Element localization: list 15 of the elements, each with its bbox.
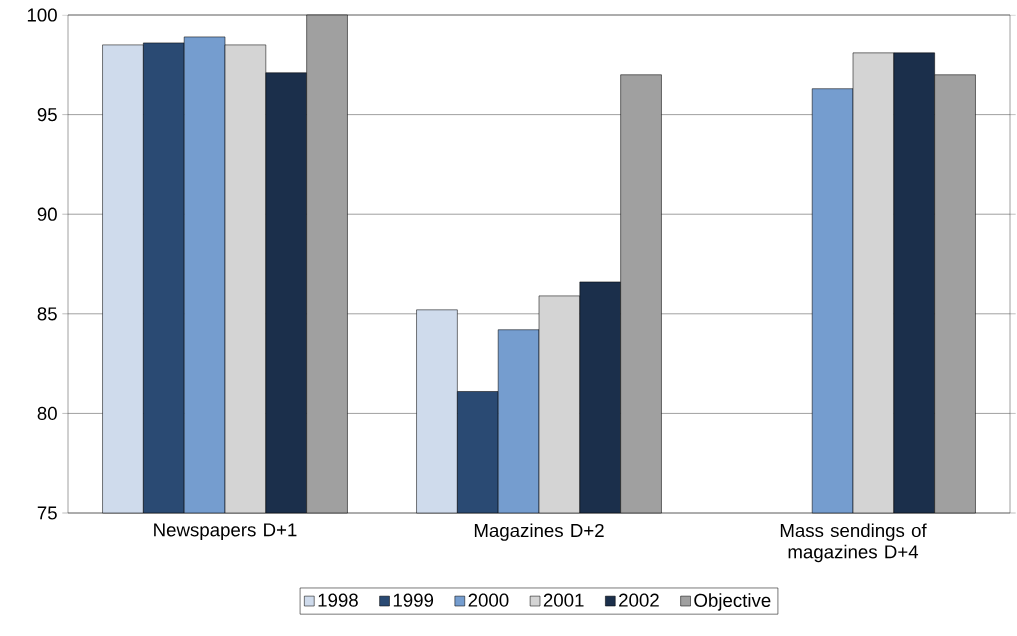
y-tick-label: 85: [37, 307, 57, 321]
y-tick-label: 100: [27, 8, 57, 22]
legend-label: 1999: [393, 593, 434, 607]
y-tick-label: 95: [37, 107, 57, 122]
x-tick-label: Magazines D+2: [474, 523, 604, 541]
legend-label: 2002: [619, 593, 659, 607]
legend-label: Objective: [694, 593, 771, 611]
y-tick-label: 90: [37, 207, 57, 221]
legend-label: 1998: [318, 593, 358, 607]
x-tick-label: Newspapers D+1: [154, 523, 297, 541]
y-tick-label: 75: [37, 506, 57, 520]
x-tick-label: Mass sendings of magazines D+4: [780, 523, 927, 563]
legend-label: 2001: [543, 593, 584, 607]
y-tick-label: 80: [37, 406, 57, 421]
legend-label: 2000: [468, 593, 509, 607]
